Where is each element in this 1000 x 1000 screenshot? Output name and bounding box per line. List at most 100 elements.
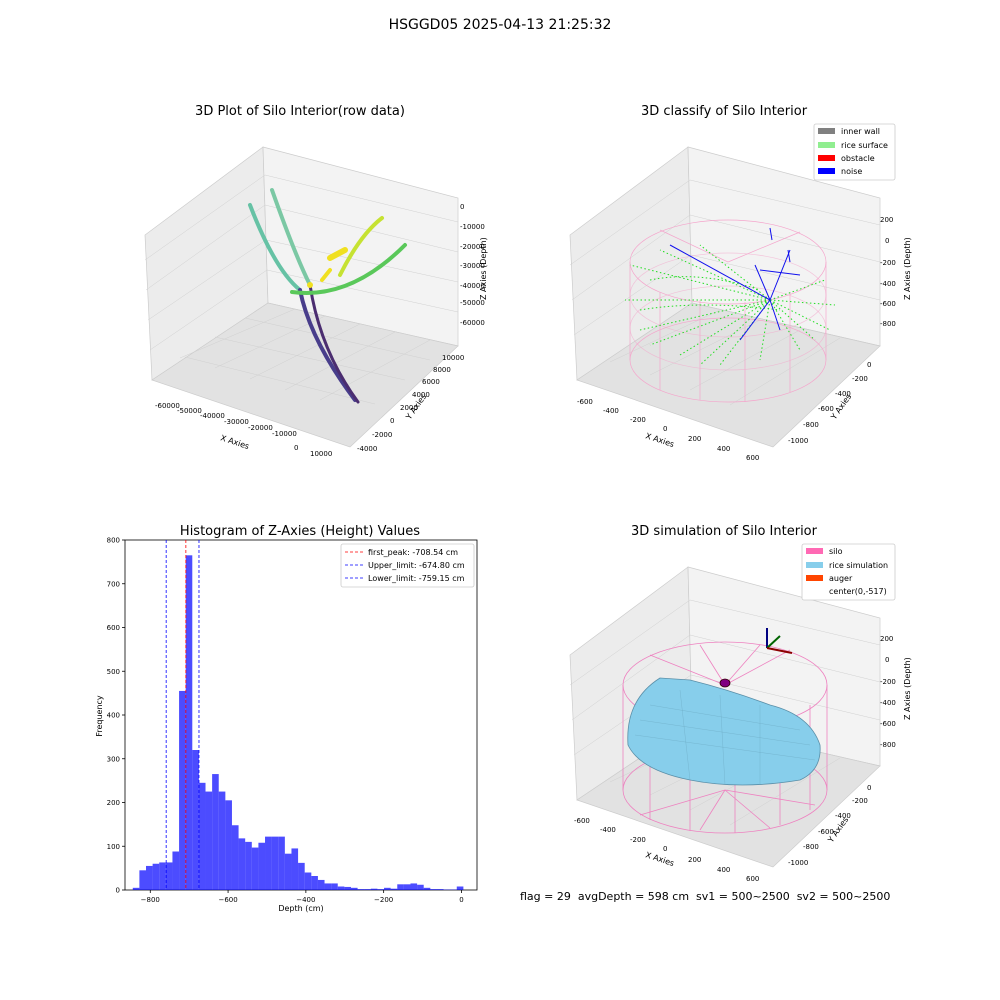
legend-label: Lower_limit: -759.15 cm <box>368 574 465 583</box>
histogram-bar <box>245 841 252 890</box>
tick-label: -800 <box>880 741 896 749</box>
tick-label: -600 <box>880 300 896 308</box>
legend-label: rice simulation <box>829 561 888 570</box>
histogram-bar <box>311 876 318 890</box>
legend-swatch-auger <box>806 575 823 581</box>
tick-label: 200 <box>880 635 893 643</box>
histogram-xticks: −800 −600 −400 −200 0 <box>141 890 464 904</box>
raw-trajectory <box>248 188 407 404</box>
tick-label: -20000 <box>460 243 485 251</box>
legend-swatch-silo <box>806 548 823 554</box>
tick-label: -200 <box>852 375 868 383</box>
tick-label: -10000 <box>272 430 297 438</box>
y-tick-label: 700 <box>107 580 120 588</box>
tick-label: -800 <box>803 421 819 429</box>
classify-rice-surface <box>625 244 836 366</box>
histogram-bar <box>231 825 239 890</box>
histogram-bar <box>225 800 232 890</box>
tick-label: -10000 <box>460 223 485 231</box>
x-tick-label: 0 <box>459 896 463 904</box>
histogram-xlabel: Depth (cm) <box>278 904 323 913</box>
raw-xlabel: X Axies <box>219 433 250 451</box>
x-tick-label: −600 <box>218 896 237 904</box>
histogram-bar <box>251 847 259 890</box>
x-tick-label: −800 <box>141 896 160 904</box>
x-tick-label: −200 <box>374 896 393 904</box>
histogram-bar <box>291 848 299 890</box>
histogram-bar <box>258 842 266 890</box>
classify-3d-axes: -600 -400 -200 0 200 400 600 -1000 -800 … <box>569 123 912 462</box>
y-tick-label: 300 <box>107 755 120 763</box>
raw-plot-title: 3D Plot of Silo Interior(row data) <box>195 104 405 119</box>
tick-label: -600 <box>577 398 593 406</box>
tick-label: -400 <box>880 699 896 707</box>
y-tick-label: 500 <box>107 668 120 676</box>
raw-grid <box>144 174 459 405</box>
tick-label: -200 <box>880 259 896 267</box>
tick-label: 0 <box>867 784 871 792</box>
legend-swatch-rice-simulation <box>806 562 823 568</box>
histogram-bar <box>271 836 279 890</box>
histogram-bar <box>238 838 246 890</box>
histogram-axes: −800 −600 −400 −200 0 0 100 200 300 400 500 600 700… <box>95 537 478 913</box>
tick-label: 10000 <box>442 354 464 362</box>
tick-label: 0 <box>663 425 667 433</box>
classify-zlabel: Z Axies (Depth) <box>903 237 912 300</box>
tick-label: 6000 <box>422 378 440 386</box>
simulation-rice-surface <box>627 677 821 786</box>
legend-swatch-rice-surface <box>818 142 835 148</box>
tick-label: 600 <box>746 454 759 462</box>
legend-label: auger <box>829 574 853 583</box>
histogram-bar <box>403 884 411 890</box>
simulation-3d-axes: -600 -400 -200 0 200 400 600 -1000 -800 … <box>569 543 912 883</box>
tick-label: -600 <box>818 828 834 836</box>
tick-label: -30000 <box>224 418 249 426</box>
classify-legend: inner wall rice surface obstacle noise <box>813 123 896 181</box>
tick-label: -4000 <box>357 445 377 453</box>
histogram-bar <box>265 836 272 890</box>
tick-label: -600 <box>880 720 896 728</box>
legend-label: Upper_limit: -674.80 cm <box>368 561 465 570</box>
histogram-bar <box>278 836 285 890</box>
tick-label: -60000 <box>460 319 485 327</box>
legend-swatch-obstacle <box>818 155 835 161</box>
legend-label: obstacle <box>841 154 875 163</box>
histogram-frame <box>124 539 478 891</box>
tick-label: -400 <box>603 407 619 415</box>
figure-title: HSGGD05 2025-04-13 21:25:32 <box>388 17 612 33</box>
tick-label: -600 <box>574 817 590 825</box>
tick-label: 400 <box>717 866 730 874</box>
histogram-bar <box>304 872 312 890</box>
tick-label: -800 <box>880 320 896 328</box>
histogram-bar <box>317 879 325 890</box>
histogram-bar <box>284 853 292 890</box>
histogram-bar <box>357 889 365 890</box>
histogram-bar <box>179 690 186 890</box>
legend-label: first_peak: -708.54 cm <box>368 548 458 557</box>
tick-label: 400 <box>717 445 730 453</box>
auger-axis-icon <box>766 628 793 654</box>
histogram-bar <box>390 888 398 890</box>
simulation-plot-title: 3D simulation of Silo Interior <box>631 524 817 539</box>
tick-label: -600 <box>818 405 834 413</box>
tick-label: -1000 <box>788 859 808 867</box>
histogram-bar <box>331 883 338 890</box>
histogram-bar <box>370 888 378 890</box>
raw-3d-axes: -60000 -50000 -40000 -30000 -20000 -1000… <box>144 146 488 458</box>
histogram-bar <box>146 865 153 890</box>
legend-label: center(0,-517) <box>829 587 887 596</box>
histogram-bar <box>205 791 213 890</box>
tick-label: -400 <box>835 390 851 398</box>
tick-label: 8000 <box>433 366 451 374</box>
tick-label: 10000 <box>310 450 332 458</box>
center-marker <box>719 678 731 688</box>
tick-label: -200 <box>880 678 896 686</box>
histogram-legend: first_peak: -708.54 cm Upper_limit: -674.… <box>340 543 475 588</box>
histogram-title: Histogram of Z-Axies (Height) Values <box>179 524 421 539</box>
tick-label: -200 <box>630 416 646 424</box>
tick-label: 2000 <box>400 404 418 412</box>
histogram-bar <box>218 791 226 890</box>
histogram-vlines <box>165 540 200 890</box>
legend-label: noise <box>841 167 862 176</box>
